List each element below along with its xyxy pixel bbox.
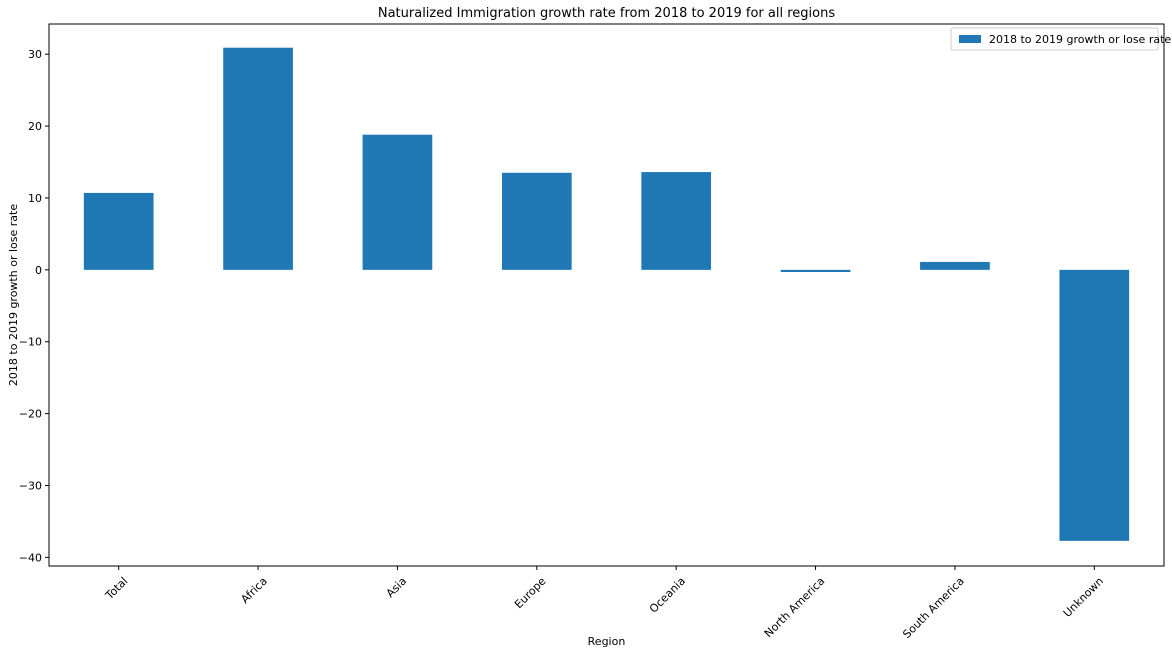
- bar-south-america: [920, 261, 990, 270]
- x-tick-label-total: Total: [102, 575, 130, 603]
- legend-box: [950, 27, 1159, 51]
- x-axis: Total Africa Asia Europe Oceania North Americ…: [102, 566, 1106, 641]
- x-axis-label: Region: [588, 635, 626, 648]
- x-tick-label-unknown: Unknown: [1061, 575, 1106, 620]
- bar-oceania: [641, 172, 712, 270]
- bar-north-america: [780, 269, 851, 272]
- legend-label: 2018 to 2019 growth or lose rate: [989, 33, 1171, 46]
- x-tick-label-oceania: Oceania: [647, 575, 688, 616]
- bar-africa: [223, 47, 293, 270]
- bars: [83, 47, 1130, 541]
- legend-swatch: [959, 35, 981, 43]
- plot-frame: [48, 23, 1165, 567]
- y-axis-label: 2018 to 2019 growth or lose rate: [7, 204, 20, 386]
- y-axis: −40 −30 −20 −10 0 10 20 30: [19, 48, 49, 564]
- x-tick-label-asia: Asia: [384, 575, 410, 601]
- y-tick-label: 30: [28, 48, 42, 61]
- y-tick-label: −40: [19, 551, 42, 564]
- bar-total: [83, 192, 154, 270]
- x-tick-label-africa: Africa: [238, 575, 269, 606]
- y-tick-label: −10: [19, 336, 42, 349]
- bar-asia: [362, 134, 433, 270]
- bar-unknown: [1059, 269, 1130, 541]
- legend: 2018 to 2019 growth or lose rate: [950, 27, 1171, 51]
- chart-title: Naturalized Immigration growth rate from…: [378, 6, 835, 21]
- y-tick-label: 20: [28, 120, 42, 133]
- x-tick-label-south-america: South America: [900, 575, 966, 641]
- y-tick-label: −30: [19, 479, 42, 492]
- bar-europe: [501, 172, 572, 270]
- x-tick-label-north-america: North America: [762, 575, 828, 641]
- y-tick-label: 0: [35, 264, 42, 277]
- y-tick-label: −20: [19, 408, 42, 421]
- y-tick-label: 10: [28, 192, 42, 205]
- x-tick-label-europe: Europe: [512, 574, 549, 611]
